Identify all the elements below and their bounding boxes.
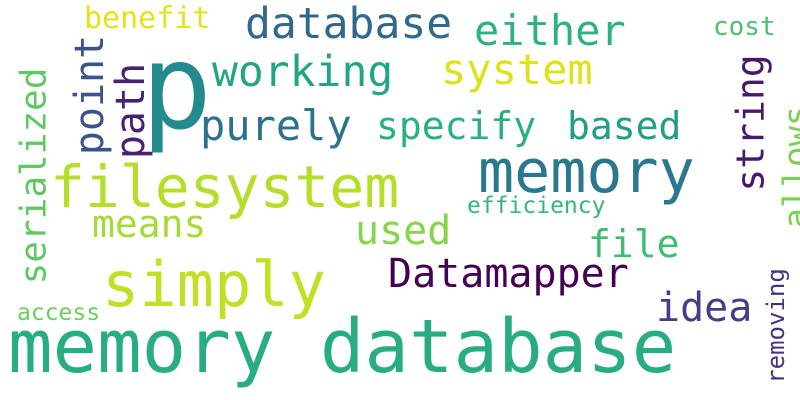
word-either: either [474, 6, 626, 55]
word-specify: specify [376, 104, 537, 148]
word-file: file [588, 222, 680, 266]
word-purely: purely [200, 101, 352, 150]
word-allows: allows [776, 105, 800, 229]
word-based: based [567, 104, 682, 148]
word-database: database [245, 0, 453, 49]
word-path: path [108, 62, 155, 160]
word-means: means [92, 202, 207, 246]
word-p: p [141, 18, 213, 156]
word-datamapper: Datamapper [388, 251, 629, 297]
word-benefit: benefit [84, 1, 211, 36]
word-point: point [67, 34, 114, 156]
word-memory: memory [478, 137, 695, 207]
word-serialized: serialized [13, 67, 55, 285]
word-efficiency: efficiency [467, 193, 606, 219]
word-simply: simply [102, 248, 326, 321]
word-filesystem: filesystem [50, 153, 400, 221]
word-cost: cost [713, 12, 776, 42]
word-access: access [17, 300, 101, 326]
word-idea: idea [656, 285, 753, 331]
word-removing: removing [761, 268, 790, 384]
word-memory-database: memory database [8, 304, 677, 390]
word-string: string [728, 54, 773, 192]
word-system: system [441, 45, 593, 94]
word-used: used [355, 208, 452, 254]
word-working: working [212, 47, 394, 97]
